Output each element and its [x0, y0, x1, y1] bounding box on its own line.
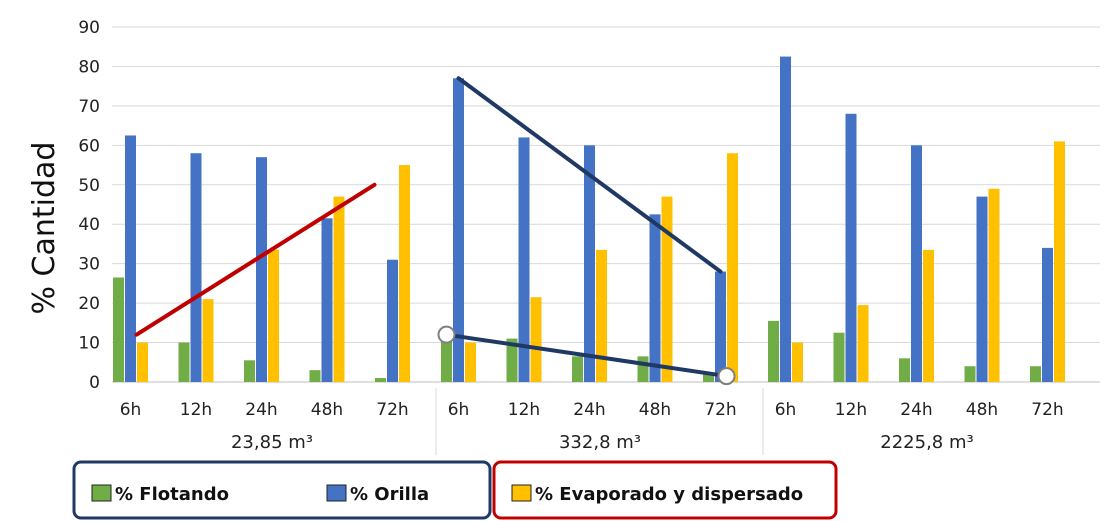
- bar-orilla-1-6h: [125, 135, 136, 382]
- legend-label-2: % Orilla: [350, 484, 429, 505]
- bar-flotando-1-6h: [113, 277, 124, 382]
- y-tick-50: 50: [78, 176, 100, 196]
- group-labels: 23,85 m³ 332,8 m³ 2225,8 m³: [231, 432, 974, 453]
- y-tick-20: 20: [78, 294, 100, 314]
- y-tick-90: 90: [78, 18, 100, 38]
- group-label-2: 332,8 m³: [559, 432, 641, 453]
- y-axis-label: % Cantidad: [27, 142, 62, 315]
- x-tick-3-24h: 24h: [900, 400, 932, 420]
- bar-evaporado-y-dispersado-3-24h: [923, 249, 934, 382]
- x-tick-2-6h: 6h: [448, 400, 470, 420]
- x-tick-3-72h: 72h: [1031, 400, 1063, 420]
- bar-flotando-2-72h: [703, 374, 714, 382]
- x-tick-1-72h: 72h: [376, 400, 408, 420]
- x-tick-labels: 6h 12h 24h 48h 72h 6h 12h 24h 48h 72h 6h 12h 24h 48h 7…: [120, 400, 1064, 420]
- bar-evaporado-y-dispersado-2-24h: [596, 249, 607, 382]
- x-tick-2-72h: 72h: [704, 400, 736, 420]
- bar-flotando-3-6h: [768, 320, 779, 382]
- bar-orilla-2-6h: [453, 78, 464, 383]
- x-tick-3-12h: 12h: [835, 400, 867, 420]
- trend-annotations: [134, 76, 736, 386]
- trend-line-1: [134, 182, 377, 337]
- bar-flotando-3-72h: [1030, 366, 1041, 382]
- x-tick-1-12h: 12h: [180, 400, 212, 420]
- x-tick-2-48h: 48h: [639, 400, 671, 420]
- legend-box-2: [492, 460, 838, 520]
- y-tick-labels: 0 10 20 30 40 50 60 70 80 90: [78, 18, 100, 393]
- bar-evaporado-y-dispersado-2-48h: [661, 196, 673, 382]
- x-tick-3-6h: 6h: [775, 400, 797, 420]
- y-tick-60: 60: [78, 136, 100, 156]
- bar-orilla-2-12h: [518, 137, 530, 382]
- bar-flotando-1-24h: [244, 360, 255, 382]
- y-tick-40: 40: [78, 215, 100, 235]
- bar-evaporado-y-dispersado-3-12h: [857, 305, 869, 382]
- bar-evaporado-y-dispersado-3-6h: [792, 342, 803, 382]
- bar-orilla-1-12h: [190, 153, 202, 382]
- legend-swatch-2: [326, 484, 347, 502]
- bar-orilla-2-48h: [649, 214, 661, 382]
- x-tick-2-12h: 12h: [508, 400, 540, 420]
- bar-flotando-2-24h: [572, 356, 583, 382]
- group-label-1: 23,85 m³: [231, 432, 313, 453]
- bar-flotando-1-72h: [375, 378, 386, 382]
- legend-label-3: % Evaporado y dispersado: [535, 484, 803, 505]
- y-tick-30: 30: [78, 255, 100, 275]
- trend-endpoint-end: [717, 367, 736, 386]
- bar-flotando-2-6h: [441, 332, 452, 382]
- trend-line-3: [444, 332, 729, 379]
- bar-flotando-3-48h: [964, 366, 976, 382]
- bar-orilla-3-6h: [780, 56, 791, 382]
- x-tick-1-24h: 24h: [245, 400, 277, 420]
- bar-orilla-3-12h: [845, 113, 857, 383]
- y-tick-80: 80: [78, 57, 100, 77]
- bar-evaporado-y-dispersado-2-72h: [727, 153, 738, 382]
- legend-box-1: [72, 460, 492, 520]
- bar-evaporado-y-dispersado-1-48h: [333, 196, 345, 382]
- legend-swatch-1: [91, 484, 112, 502]
- bar-evaporado-y-dispersado-1-72h: [399, 165, 410, 382]
- group-label-3: 2225,8 m³: [880, 432, 973, 453]
- bar-orilla-1-72h: [387, 259, 398, 382]
- legend: % Flotando % Orilla % Evaporado y dispersa…: [72, 460, 838, 520]
- legend-label-1: % Flotando: [115, 484, 229, 505]
- bar-flotando-2-48h: [637, 356, 649, 382]
- bar-evaporado-y-dispersado-3-48h: [988, 188, 1000, 382]
- bar-evaporado-y-dispersado-2-6h: [465, 342, 476, 382]
- x-tick-3-48h: 48h: [966, 400, 998, 420]
- bar-orilla-3-72h: [1042, 247, 1053, 382]
- bar-flotando-1-12h: [178, 342, 190, 382]
- group-separators: [435, 388, 764, 455]
- bar-evaporado-y-dispersado-1-12h: [202, 299, 214, 382]
- bar-evaporado-y-dispersado-2-12h: [530, 297, 542, 382]
- bar-orilla-2-24h: [584, 145, 595, 382]
- legend-swatch-3: [511, 484, 532, 502]
- x-tick-1-6h: 6h: [120, 400, 142, 420]
- bar-evaporado-y-dispersado-1-24h: [268, 249, 279, 382]
- bar-orilla-2-72h: [715, 271, 726, 382]
- bar-orilla-1-48h: [321, 218, 333, 382]
- y-tick-10: 10: [78, 334, 100, 354]
- bar-evaporado-y-dispersado-3-72h: [1054, 141, 1065, 382]
- trend-endpoint-start: [437, 325, 456, 344]
- bar-orilla-3-24h: [911, 145, 922, 382]
- bar-orilla-3-48h: [976, 196, 988, 382]
- bars: [113, 56, 1065, 383]
- bar-flotando-3-12h: [833, 332, 845, 382]
- bar-flotando-3-24h: [899, 358, 910, 382]
- x-tick-1-48h: 48h: [311, 400, 343, 420]
- y-tick-70: 70: [78, 97, 100, 117]
- bar-orilla-1-24h: [256, 157, 267, 382]
- bar-evaporado-y-dispersado-1-6h: [137, 342, 148, 382]
- bar-flotando-2-12h: [506, 338, 518, 382]
- x-tick-2-24h: 24h: [573, 400, 605, 420]
- y-tick-0: 0: [89, 373, 100, 393]
- bar-flotando-1-48h: [309, 370, 321, 382]
- trend-line-2: [456, 76, 723, 274]
